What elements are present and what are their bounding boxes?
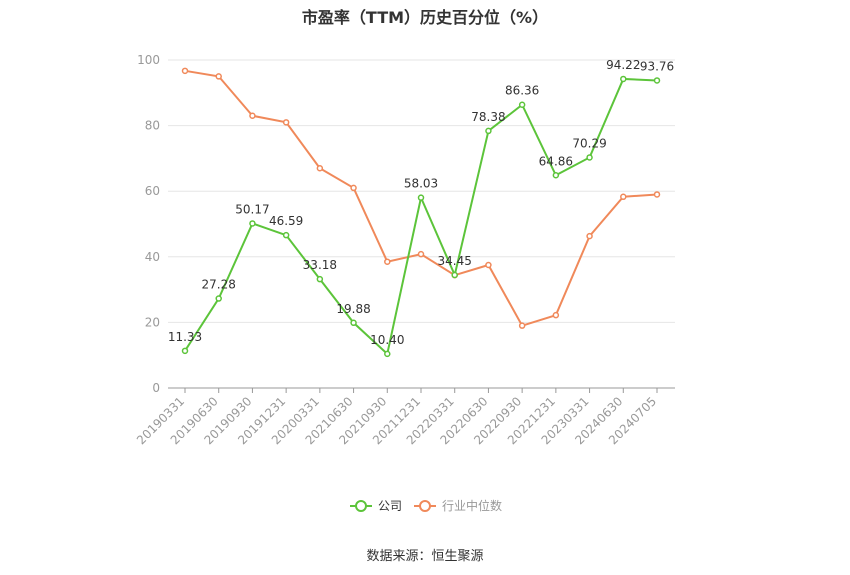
data-point <box>518 101 526 108</box>
data-point <box>282 231 290 239</box>
legend-swatch-marker <box>355 500 367 512</box>
data-point <box>282 119 290 126</box>
data-point <box>384 350 391 358</box>
data-point <box>316 164 324 172</box>
y-tick-label: 80 <box>145 119 160 133</box>
data-label: 86.36 <box>505 84 539 98</box>
data-point <box>249 112 256 120</box>
data-point <box>181 67 189 75</box>
data-point <box>586 154 593 161</box>
data-point <box>350 319 357 327</box>
data-label: 50.17 <box>235 202 269 216</box>
y-tick-label: 0 <box>152 381 160 395</box>
data-point <box>181 347 189 355</box>
data-label: 19.88 <box>336 302 370 316</box>
data-point <box>451 271 458 279</box>
data-point <box>417 194 425 201</box>
data-point <box>316 275 324 283</box>
data-point <box>215 73 222 80</box>
data-point <box>485 127 492 135</box>
legend-label: 公司 <box>378 499 402 513</box>
data-point <box>620 193 627 201</box>
data-point <box>417 250 425 258</box>
data-label: 10.40 <box>370 333 404 347</box>
data-label: 94.22 <box>606 58 640 72</box>
data-label: 78.38 <box>471 110 505 124</box>
chart-title: 市盈率（TTM）历史百分位（%） <box>301 8 549 27</box>
data-point <box>620 75 627 83</box>
y-tick-label: 20 <box>145 315 160 329</box>
data-point <box>586 232 593 240</box>
data-point <box>350 184 357 192</box>
data-label: 46.59 <box>269 214 303 228</box>
data-point <box>215 295 222 302</box>
y-tick-label: 60 <box>145 184 160 198</box>
data-point <box>552 311 560 319</box>
data-label: 70.29 <box>572 136 606 150</box>
legend-label: 行业中位数 <box>442 498 502 513</box>
data-label: 27.28 <box>202 278 236 292</box>
data-label: 64.86 <box>539 154 573 168</box>
y-tick-label: 100 <box>137 53 160 67</box>
data-label: 34.45 <box>438 254 472 268</box>
data-label: 93.76 <box>640 59 674 73</box>
data-label: 58.03 <box>404 177 438 191</box>
data-source-note: 数据来源：恒生聚源 <box>366 549 484 564</box>
data-point <box>653 191 661 198</box>
data-point <box>249 220 256 227</box>
data-point <box>552 172 560 179</box>
data-label: 33.18 <box>303 258 337 272</box>
data-point <box>384 258 391 265</box>
legend-swatch-marker <box>419 500 431 512</box>
y-tick-label: 40 <box>145 250 160 264</box>
data-point <box>653 77 661 84</box>
data-label: 11.33 <box>168 330 202 344</box>
data-point <box>518 322 526 329</box>
data-point <box>485 261 492 269</box>
